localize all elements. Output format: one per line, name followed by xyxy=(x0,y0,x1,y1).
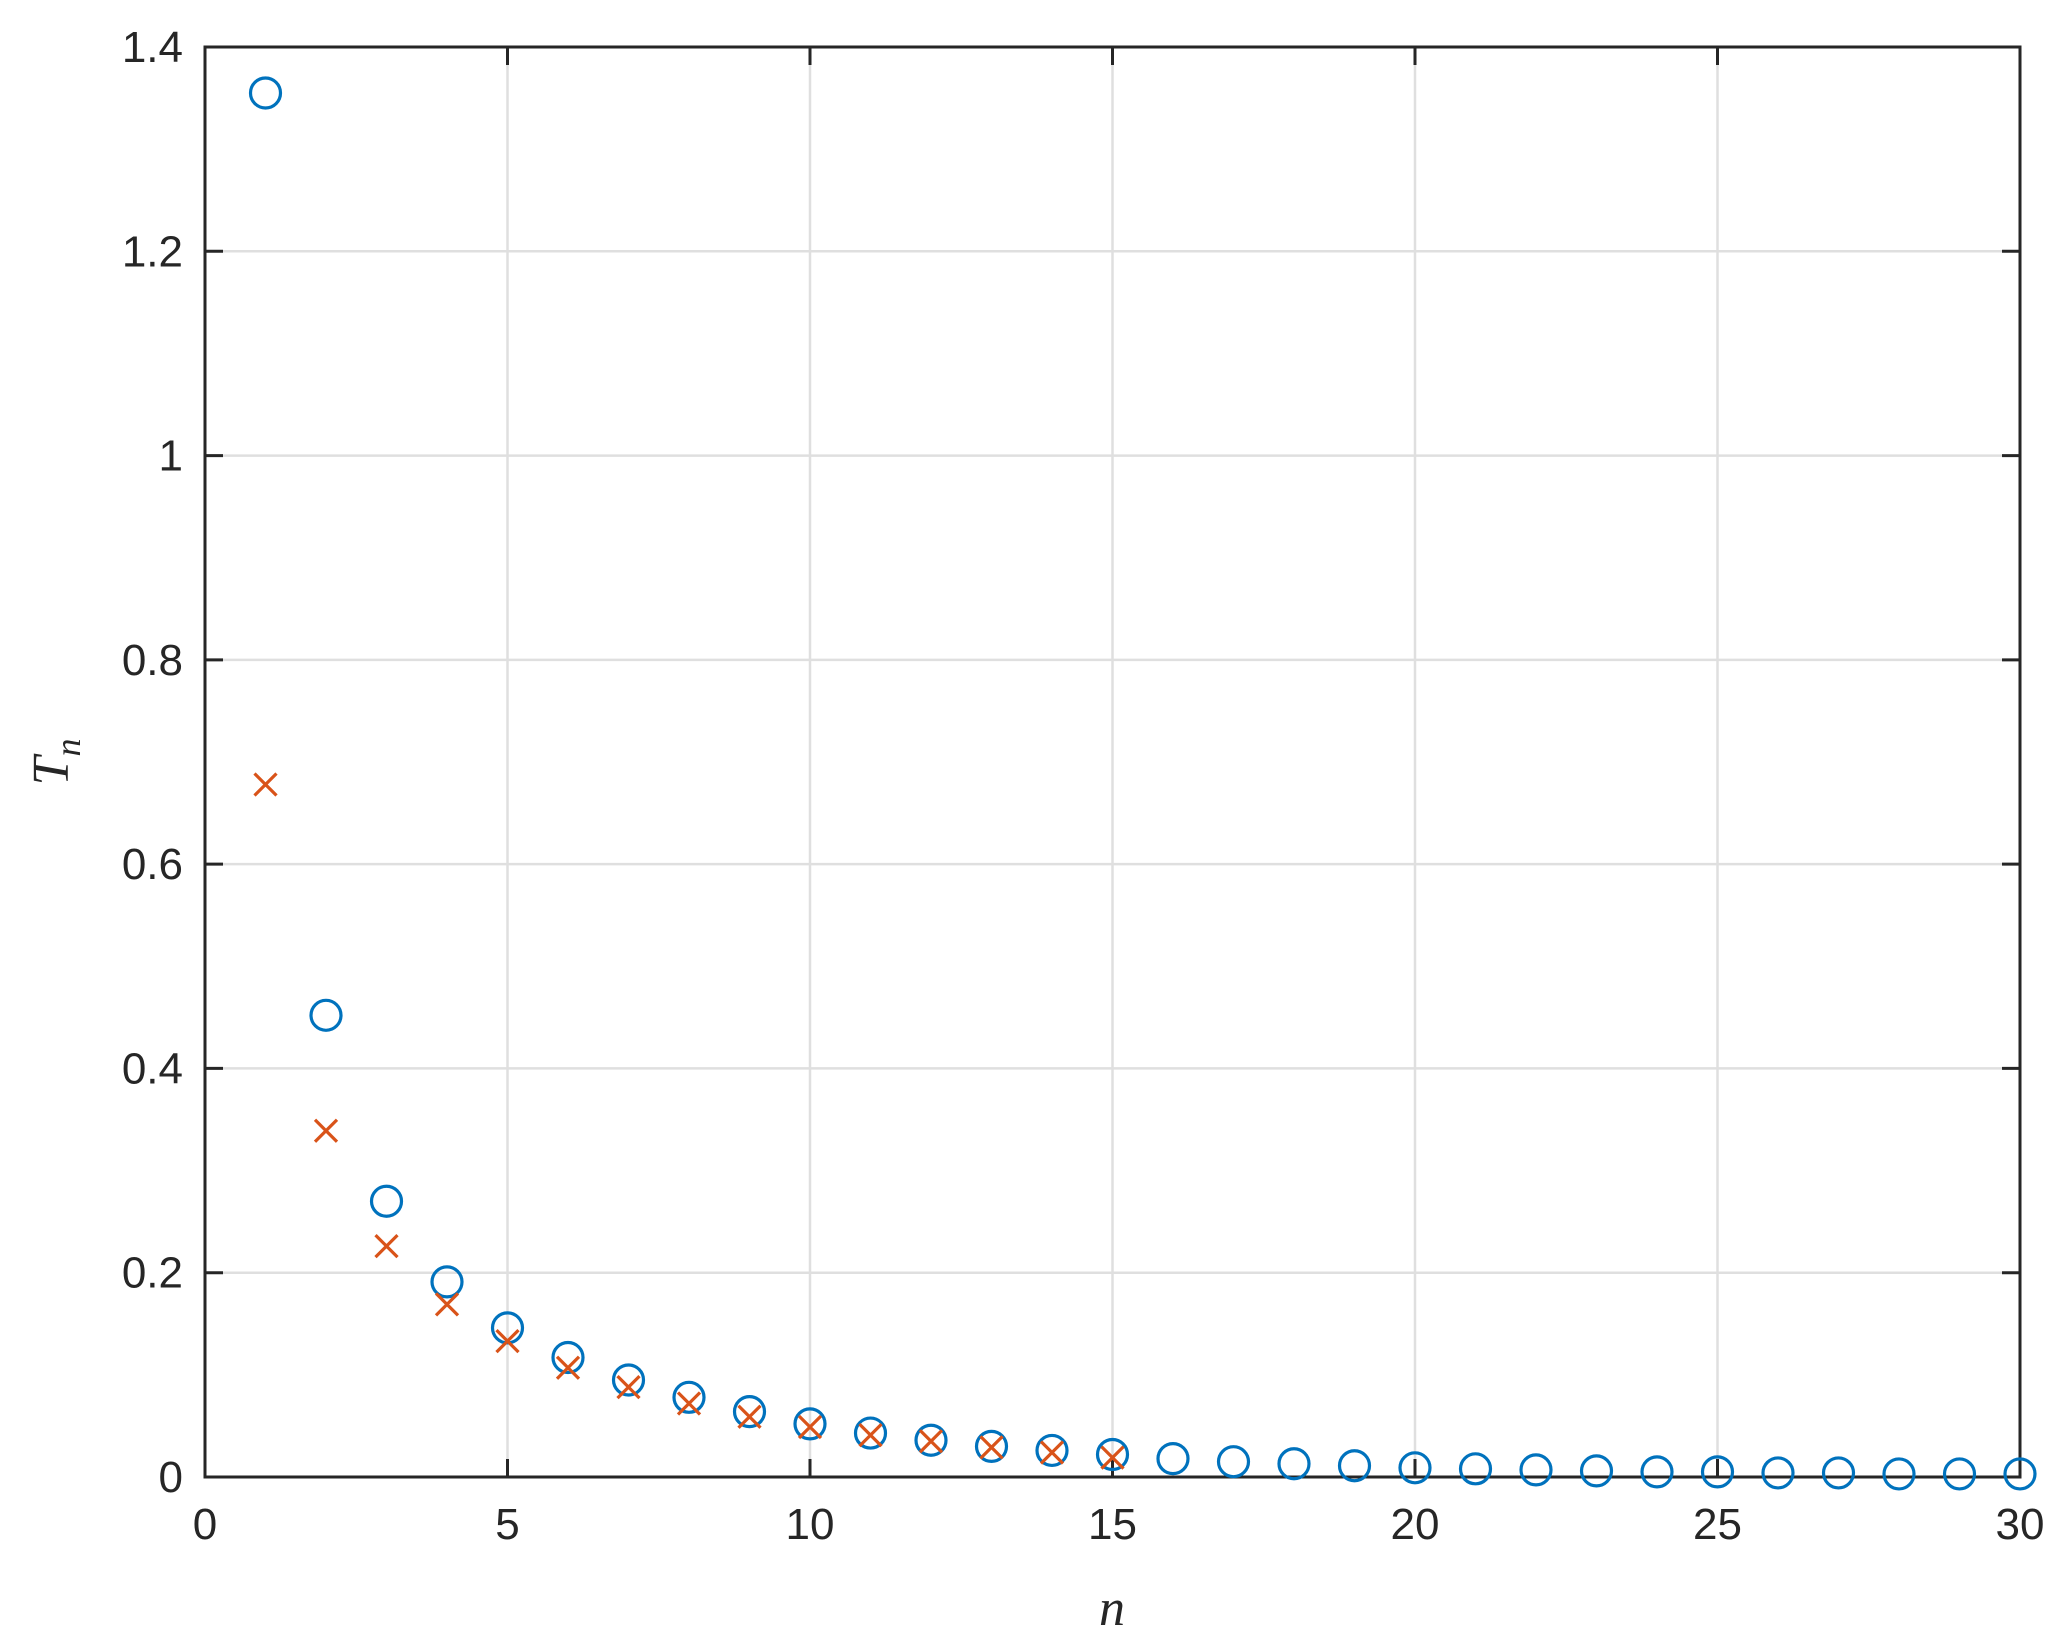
data-point-circle xyxy=(1337,1449,1372,1483)
series-2 xyxy=(253,772,1125,1470)
x-tick-label: 30 xyxy=(1996,1500,2045,1549)
x-tick-label: 10 xyxy=(786,1500,835,1549)
data-point-circle xyxy=(793,1407,827,1441)
data-point-circle xyxy=(672,1380,706,1414)
data-point-circle xyxy=(369,1184,404,1218)
data-point-circle xyxy=(1579,1454,1614,1488)
y-tick-label: 1.4 xyxy=(122,23,183,72)
data-point-circle xyxy=(551,1340,585,1375)
data-point-circle xyxy=(1398,1451,1432,1485)
data-point-circle xyxy=(1458,1452,1493,1486)
y-tick-label: 0.8 xyxy=(122,636,183,685)
data-point-circle xyxy=(1700,1455,1735,1489)
data-point-circle xyxy=(248,76,283,110)
tick-labels: 0 5 10 15 20 25 30 0 0.2 0.4 0.6 0.8 1 1.2 1.4 xyxy=(122,23,2045,1549)
data-point-circle xyxy=(732,1395,767,1429)
data-point-circle xyxy=(1821,1456,1856,1490)
axes xyxy=(203,45,2022,1479)
data-point-circle xyxy=(1216,1445,1251,1479)
x-tick-label: 15 xyxy=(1088,1500,1137,1549)
y-tick-label: 1 xyxy=(159,432,183,481)
data-point-circle xyxy=(611,1363,646,1397)
y-tick-label: 0.6 xyxy=(122,840,183,889)
data-point-circle xyxy=(1942,1457,1977,1491)
y-tick-label: 0.2 xyxy=(122,1249,183,1298)
data-point-cross xyxy=(1039,1440,1065,1465)
data-point-cross xyxy=(979,1435,1004,1460)
data-point-cross xyxy=(858,1422,883,1448)
x-axis-label: n xyxy=(1099,1580,1125,1632)
data-point-circle xyxy=(914,1423,948,1457)
data-point-circle xyxy=(1035,1433,1069,1468)
y-axis-label-main: T xyxy=(23,753,80,785)
series-1 xyxy=(248,76,2037,1491)
data-point-cross xyxy=(313,1118,339,1143)
data-point-circle xyxy=(853,1416,888,1450)
data-point-cross xyxy=(737,1404,762,1429)
data-point-circle xyxy=(2003,1457,2037,1491)
data-point-circle xyxy=(1640,1455,1674,1489)
data-point-cross xyxy=(434,1292,460,1317)
x-tick-label: 0 xyxy=(193,1500,217,1549)
data-point-cross xyxy=(555,1355,581,1380)
data-point-circle xyxy=(1882,1457,1916,1491)
data-point-circle xyxy=(1156,1442,1190,1476)
data-point-cross xyxy=(616,1374,641,1400)
data-series xyxy=(248,76,2037,1491)
data-point-circle xyxy=(1761,1456,1795,1490)
data-point-cross xyxy=(918,1429,944,1454)
data-point-circle xyxy=(430,1265,464,1299)
data-point-circle xyxy=(309,998,343,1032)
data-point-cross xyxy=(797,1414,823,1440)
y-axis-label-subscript: n xyxy=(48,739,88,757)
x-tick-label: 25 xyxy=(1693,1500,1742,1549)
y-tick-label: 0 xyxy=(159,1453,183,1502)
data-point-cross xyxy=(1100,1445,1125,1470)
x-tick-label: 5 xyxy=(495,1500,519,1549)
data-point-cross xyxy=(495,1329,520,1354)
y-tick-label: 0.4 xyxy=(122,1044,183,1093)
data-point-cross xyxy=(253,772,278,797)
data-point-circle xyxy=(1095,1437,1130,1472)
y-tick-label: 1.2 xyxy=(122,227,183,276)
data-point-cross xyxy=(374,1234,399,1259)
x-tick-label: 20 xyxy=(1391,1500,1440,1549)
data-point-cross xyxy=(676,1391,702,1416)
data-point-circle xyxy=(1519,1453,1553,1487)
data-point-circle xyxy=(1277,1447,1311,1481)
y-axis-label: Tn xyxy=(23,739,88,786)
data-point-circle xyxy=(974,1429,1009,1463)
